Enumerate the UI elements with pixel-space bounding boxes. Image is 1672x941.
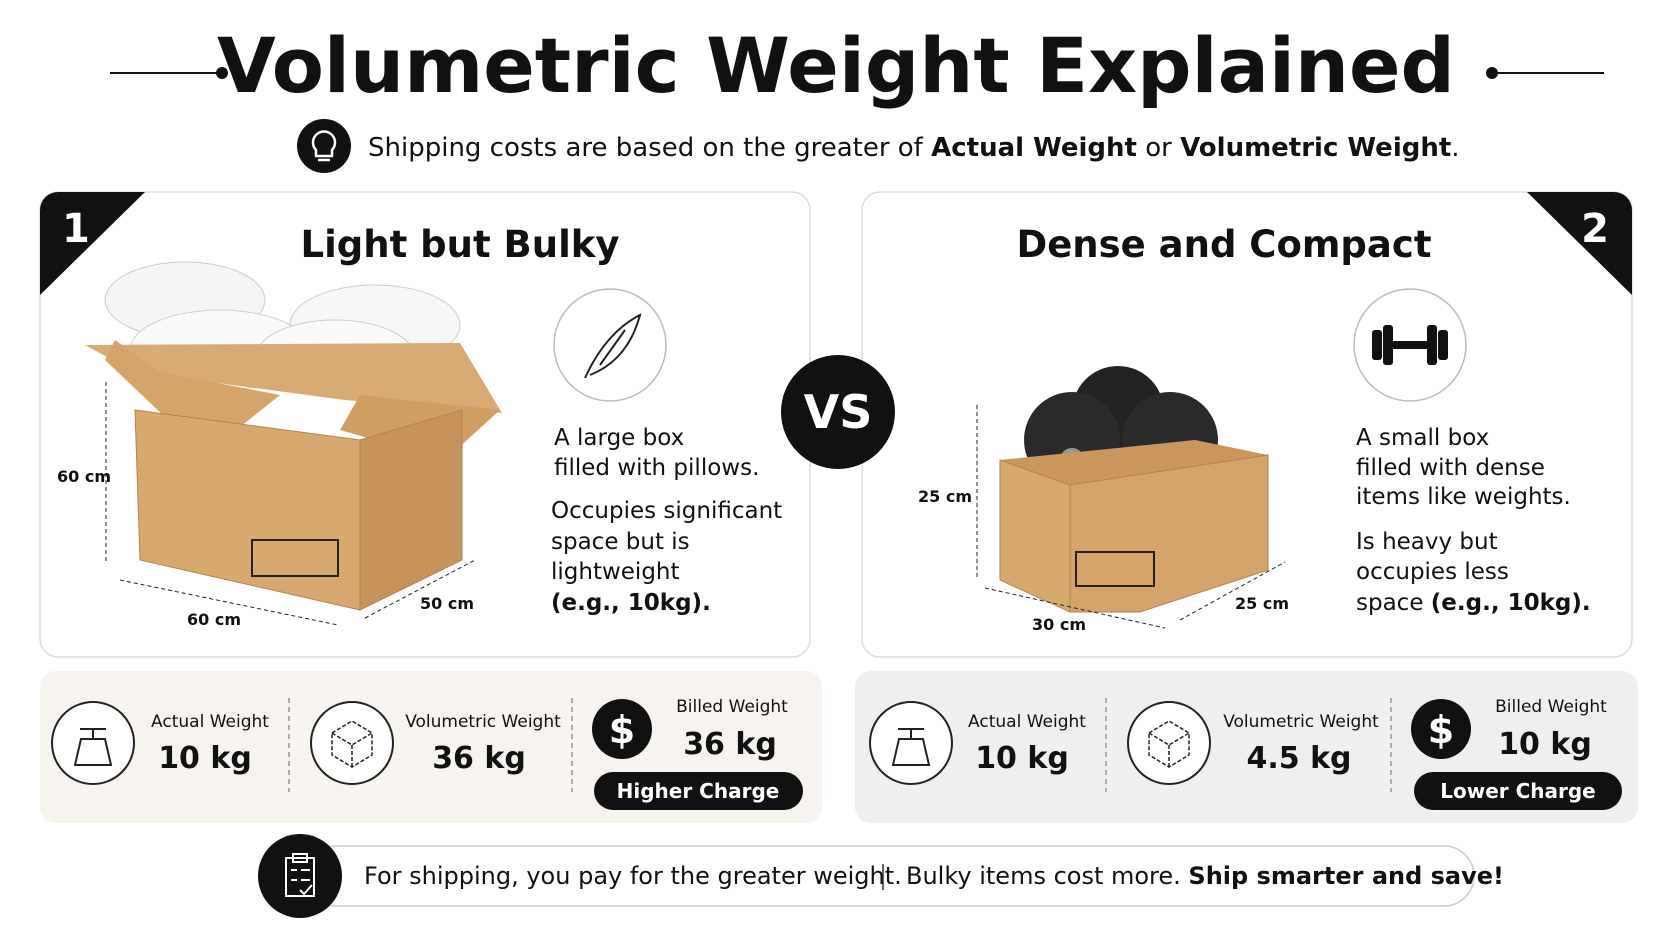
scale-icon [51,701,135,785]
subtitle-text: Shipping costs are based on the greater … [368,133,931,163]
clipboard-icon [258,834,342,918]
description: items like weights. [1356,484,1571,510]
box-illustration [85,261,502,611]
example: (e.g., 10kg). [551,590,711,616]
dimension-label: 25 cm [1235,594,1289,613]
decor-dot [1486,67,1498,79]
cube-glyph [331,720,373,768]
scale-glyph [73,728,113,766]
description: A large box [554,425,684,451]
stat-label: Volumetric Weight [405,712,561,732]
dim-line [984,587,1166,629]
subtitle-text: . [1451,133,1459,163]
subtitle-bold: Volumetric Weight [1180,133,1451,163]
dimension-label: 25 cm [918,487,972,506]
panel-title: Dense and Compact [1016,223,1431,266]
vs-text: VS [804,385,873,439]
corner-badge [40,192,145,295]
cube-icon [1127,701,1211,785]
example: (e.g., 10kg). [1431,590,1591,616]
charge-text: Higher Charge [617,779,780,803]
bulb-icon [297,119,351,173]
dimension-label: 60 cm [187,610,241,629]
dim-line [1179,561,1286,621]
charge-badge [1414,772,1622,810]
stat-label: Billed Weight [1495,697,1607,717]
vs-badge [781,355,895,469]
description: filled with dense [1356,455,1545,481]
panel-title: Light but Bulky [301,223,620,266]
stat-label: Actual Weight [151,712,269,732]
detail-line: space (e.g., 10kg). [1356,590,1591,616]
detail: Is heavy but [1356,529,1498,555]
dimension-label: 50 cm [420,594,474,613]
subtitle-bold: Actual Weight [931,133,1137,163]
dumbbell-glyph [1372,325,1448,365]
subtitle-text: or [1137,133,1180,163]
stat-value: 36 kg [683,727,777,762]
detail: Occupies significant [551,498,782,524]
footer-text: Bulky items cost more. [906,862,1188,890]
cube-glyph [1148,720,1190,768]
dim-line [119,579,339,626]
dollar-icon [1411,699,1471,759]
panel-number: 2 [1581,206,1609,252]
dimension-label: 60 cm [57,467,111,486]
panel-number: 1 [62,206,90,252]
detail: space but is [551,529,690,555]
footer-bold: Ship smarter and save! [1188,862,1504,890]
title: Volumetric Weight Explained [217,21,1455,110]
decor-dot [216,67,228,79]
stat-label: Actual Weight [968,712,1086,732]
dimension-label: 30 cm [1032,615,1086,634]
stat-label: Billed Weight [676,697,788,717]
scale-glyph [891,728,931,766]
clipboard-glyph [285,853,315,897]
footer-text: For shipping, you pay for the greater we… [364,862,902,890]
dollar-glyph: $ [609,708,635,752]
detail: occupies less [1356,559,1509,585]
footer-line: Bulky items cost more. Ship smarter and … [906,862,1504,890]
stat-value: 10 kg [158,741,252,776]
cube-icon [310,701,394,785]
detail: lightweight [551,559,680,585]
stat-value: 10 kg [975,741,1069,776]
stat-value: 10 kg [1498,727,1592,762]
description: filled with pillows. [554,455,759,481]
charge-badge [594,772,803,810]
feather-icon [553,288,667,402]
box-illustration [999,366,1269,613]
detail: space [1356,590,1431,616]
charge-text: Lower Charge [1440,779,1596,803]
dollar-glyph: $ [1428,708,1454,752]
feather-glyph [584,313,642,379]
corner-badge [1527,192,1632,295]
stat-value: 4.5 kg [1246,741,1351,776]
stat-value: 36 kg [432,741,526,776]
scale-icon [869,701,953,785]
dollar-icon [592,699,652,759]
subtitle: Shipping costs are based on the greater … [368,133,1460,163]
description: A small box [1356,425,1489,451]
stat-label: Volumetric Weight [1223,712,1379,732]
bulb-glyph [311,130,337,162]
